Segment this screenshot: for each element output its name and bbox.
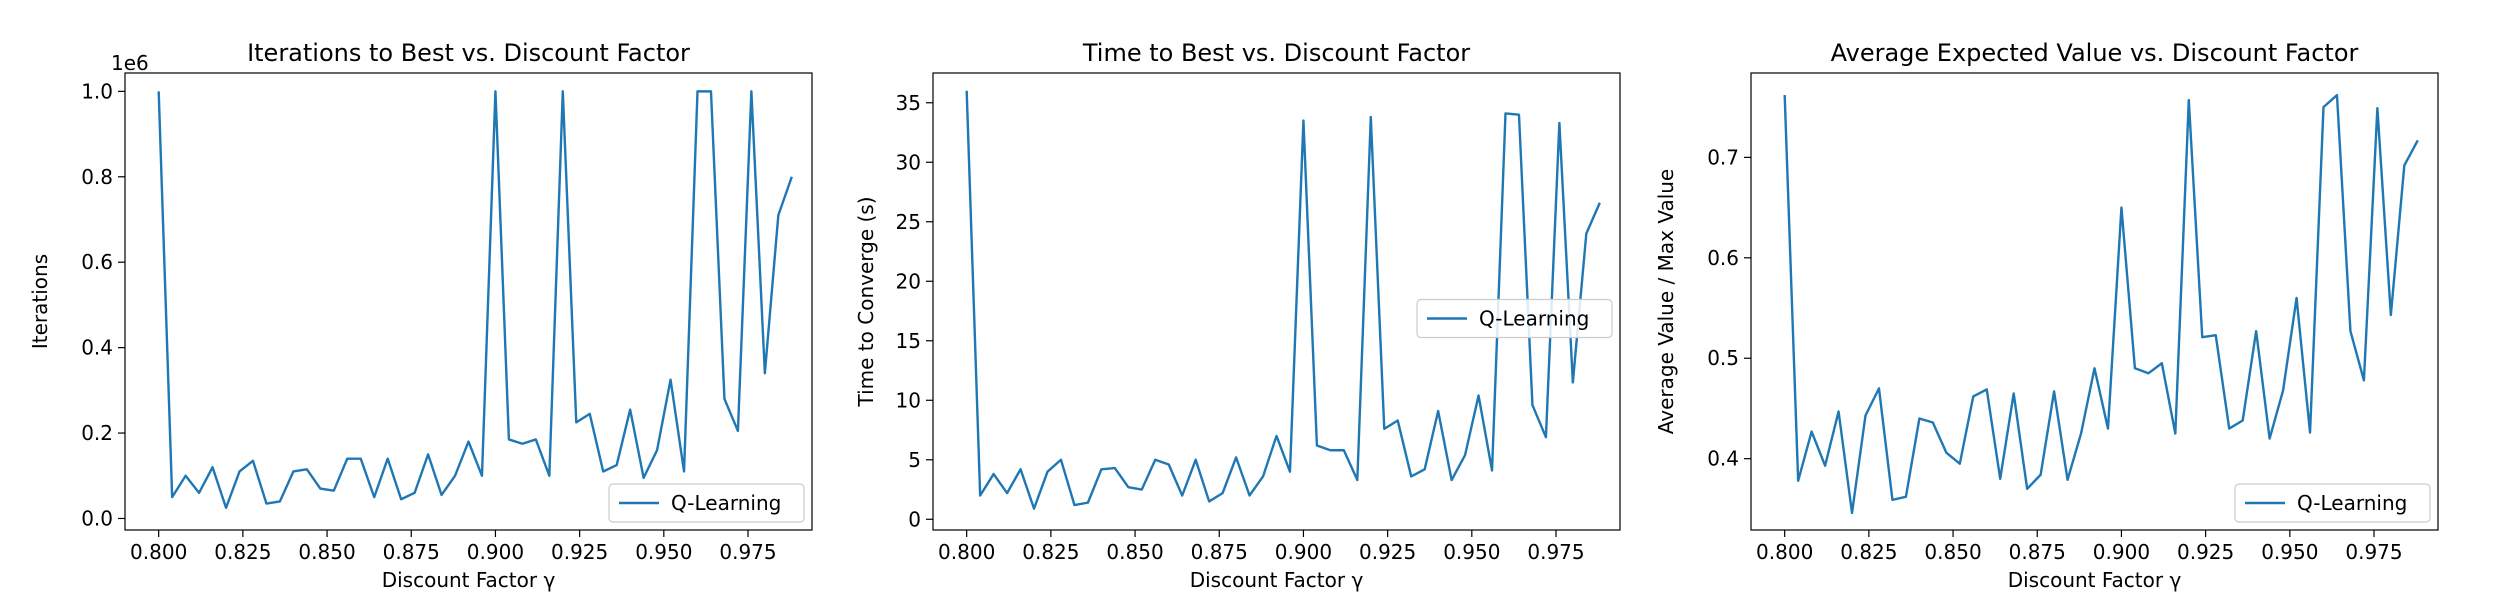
chart-panel-3: 0.800 0.825 0.850 0.875 0.900 0.925 0.950 0.975… bbox=[1654, 39, 2439, 592]
y-tick-label: 1.0 bbox=[81, 79, 113, 103]
legend-box bbox=[608, 483, 805, 523]
x-tick-label: 0.825 bbox=[1840, 540, 1897, 564]
x-tick-label: 0.875 bbox=[1191, 540, 1248, 564]
x-tick-label: 0.900 bbox=[467, 540, 524, 564]
x-tick-label: 0.900 bbox=[1275, 540, 1332, 564]
legend-box bbox=[1416, 298, 1613, 339]
plot-frame bbox=[932, 72, 1621, 531]
x-axis-label: Discount Factor γ bbox=[382, 568, 556, 592]
legend: Q-Learning bbox=[608, 483, 805, 523]
y-tick-label: 0.6 bbox=[1707, 246, 1739, 270]
y-axis-label: Iterations bbox=[28, 254, 52, 349]
y-tick-label: 10 bbox=[896, 388, 921, 412]
y-tick-label: 0.7 bbox=[1707, 145, 1739, 169]
y-tick-label: 0.4 bbox=[81, 336, 113, 360]
x-axis-label: Discount Factor γ bbox=[2008, 568, 2182, 592]
chart-panel-2: 0.800 0.825 0.850 0.875 0.900 0.925 0.950 0.975… bbox=[854, 39, 1621, 592]
x-tick-label: 0.850 bbox=[1924, 540, 1981, 564]
y-offset-label: 1e6 bbox=[111, 51, 149, 75]
plot-frame bbox=[124, 72, 813, 531]
x-tick-label: 0.950 bbox=[635, 540, 692, 564]
chart-title: Average Expected Value vs. Discount Fact… bbox=[1831, 39, 2359, 67]
y-axis-label: Time to Converge (s) bbox=[854, 196, 878, 407]
x-tick-label: 0.875 bbox=[2009, 540, 2066, 564]
series-line-q-learning bbox=[965, 90, 1601, 510]
x-tick-label: 0.825 bbox=[1022, 540, 1079, 564]
x-tick-label: 0.950 bbox=[2261, 540, 2318, 564]
x-tick-label: 0.850 bbox=[298, 540, 355, 564]
y-tick-label: 0.8 bbox=[81, 165, 113, 189]
x-tick-label: 0.925 bbox=[2177, 540, 2234, 564]
x-tick-label: 0.825 bbox=[214, 540, 271, 564]
y-tick-label: 0.6 bbox=[81, 250, 113, 274]
x-tick-label: 0.800 bbox=[938, 540, 995, 564]
x-tick-label: 0.800 bbox=[1756, 540, 1813, 564]
y-tick-label: 35 bbox=[896, 91, 921, 115]
y-tick-label: 15 bbox=[896, 329, 921, 353]
y-tick-label: 0.0 bbox=[81, 506, 113, 530]
legend-box bbox=[2234, 483, 2431, 523]
chart-title: Iterations to Best vs. Discount Factor bbox=[247, 39, 690, 67]
x-tick-label: 0.875 bbox=[383, 540, 440, 564]
y-tick-label: 0.5 bbox=[1707, 346, 1739, 370]
y-tick-label: 0.2 bbox=[81, 421, 113, 445]
series-line-q-learning bbox=[1783, 93, 2419, 515]
y-tick-label: 30 bbox=[896, 150, 921, 174]
y-tick-label: 0.4 bbox=[1707, 447, 1739, 471]
x-tick-label: 0.800 bbox=[130, 540, 187, 564]
chart-panel-1: 0.800 0.825 0.850 0.875 0.900 0.925 0.950 0.975… bbox=[28, 39, 813, 592]
y-tick-label: 20 bbox=[896, 269, 921, 293]
plot-frame bbox=[1750, 72, 2439, 531]
y-axis-label: Average Value / Max Value bbox=[1654, 169, 1678, 435]
x-tick-label: 0.950 bbox=[1443, 540, 1500, 564]
chart-title: Time to Best vs. Discount Factor bbox=[1082, 39, 1470, 67]
x-tick-label: 0.900 bbox=[2093, 540, 2150, 564]
y-tick-label: 0 bbox=[908, 507, 921, 531]
x-tick-label: 0.975 bbox=[719, 540, 776, 564]
legend: Q-Learning bbox=[2234, 483, 2431, 523]
x-tick-label: 0.975 bbox=[2345, 540, 2402, 564]
legend: Q-Learning bbox=[1416, 298, 1613, 339]
x-tick-label: 0.925 bbox=[551, 540, 608, 564]
x-tick-label: 0.925 bbox=[1359, 540, 1416, 564]
y-tick-label: 25 bbox=[896, 210, 921, 234]
x-axis-label: Discount Factor γ bbox=[1190, 568, 1364, 592]
y-tick-label: 5 bbox=[908, 448, 921, 472]
legend-label: Q-Learning bbox=[671, 491, 781, 515]
legend-label: Q-Learning bbox=[1479, 307, 1589, 331]
x-tick-label: 0.850 bbox=[1106, 540, 1163, 564]
legend-label: Q-Learning bbox=[2297, 491, 2407, 515]
series-line-q-learning bbox=[157, 90, 793, 509]
x-tick-label: 0.975 bbox=[1527, 540, 1584, 564]
